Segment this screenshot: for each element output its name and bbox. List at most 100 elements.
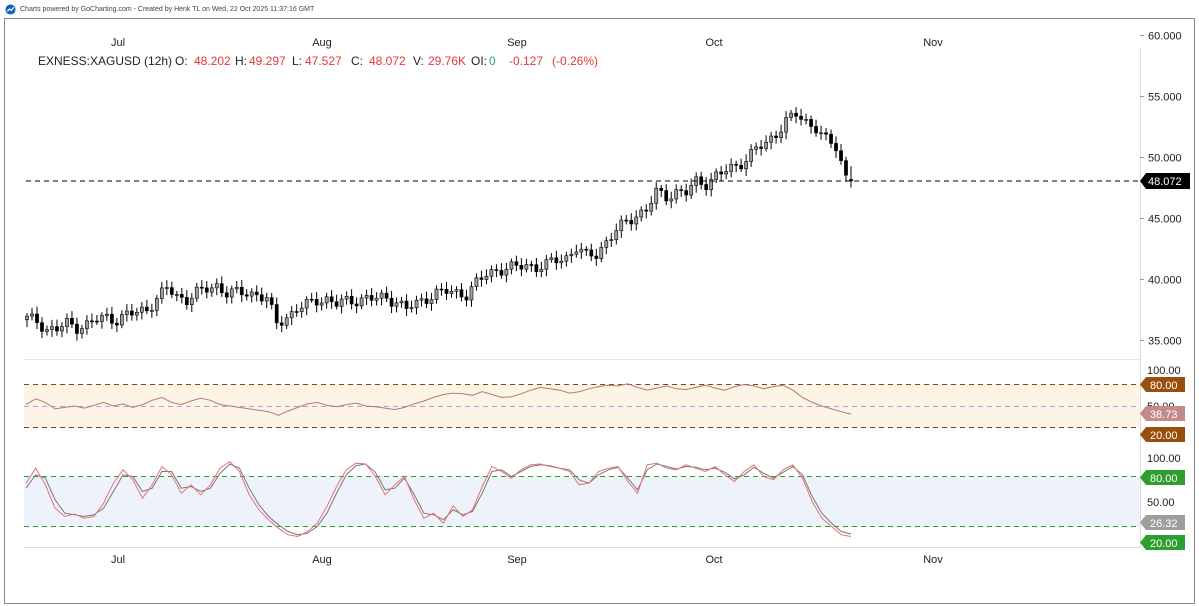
stoch-tag-current-label: 26.32 bbox=[1150, 518, 1178, 530]
candle bbox=[409, 300, 414, 313]
candle bbox=[249, 288, 254, 303]
candle bbox=[639, 206, 644, 222]
candle bbox=[154, 294, 159, 317]
price-panel[interactable]: Jul Aug Sep Oct Nov 60.00055.00050.00045.000… bbox=[24, 31, 1190, 549]
bottom-date-axis: Jul Aug Sep Oct Nov bbox=[111, 554, 943, 566]
candle bbox=[70, 311, 74, 328]
rsi-panel[interactable]: 100.00 50.00 80.00 38.73 20.00 bbox=[24, 365, 1185, 442]
candle bbox=[115, 317, 119, 333]
month-label: Oct bbox=[705, 554, 722, 566]
candle bbox=[30, 307, 34, 321]
candle bbox=[389, 290, 394, 314]
candle bbox=[554, 250, 559, 270]
stochastic-panel[interactable]: 100.00 50.00 80.00 26.32 20.00 bbox=[24, 453, 1185, 550]
candle bbox=[724, 164, 728, 180]
candle bbox=[529, 260, 534, 272]
candle bbox=[629, 213, 634, 231]
candle bbox=[544, 254, 549, 277]
candle bbox=[209, 283, 214, 297]
candle bbox=[794, 107, 798, 124]
low-label: L: bbox=[292, 54, 302, 68]
volume-label: V: bbox=[413, 54, 424, 68]
candle bbox=[394, 297, 399, 313]
candle bbox=[369, 288, 374, 307]
chart-border bbox=[4, 18, 1195, 604]
candle bbox=[814, 119, 818, 137]
month-label: Oct bbox=[705, 37, 722, 49]
candle bbox=[829, 129, 833, 149]
candle bbox=[464, 289, 469, 307]
oi-label: OI: bbox=[471, 54, 487, 68]
candle bbox=[759, 139, 763, 156]
candle bbox=[164, 280, 169, 296]
candle bbox=[244, 289, 249, 301]
change-percent: (-0.26%) bbox=[552, 54, 598, 68]
candle bbox=[419, 293, 424, 307]
candle bbox=[619, 215, 624, 238]
candle bbox=[75, 317, 79, 341]
candle bbox=[834, 136, 838, 159]
last-price-tag: 48.072 bbox=[1140, 173, 1190, 190]
candle bbox=[100, 312, 104, 329]
candle bbox=[60, 321, 64, 338]
candle bbox=[90, 313, 94, 329]
candle bbox=[229, 285, 234, 304]
stoch-tag-current: 26.32 bbox=[1140, 515, 1185, 530]
candle bbox=[399, 296, 404, 308]
month-label: Aug bbox=[312, 37, 332, 49]
month-label: Jul bbox=[111, 554, 125, 566]
stoch-tag-80: 80.00 bbox=[1140, 470, 1185, 485]
candle bbox=[764, 135, 768, 152]
candle bbox=[189, 293, 194, 312]
candle bbox=[684, 183, 689, 202]
candle bbox=[125, 304, 129, 322]
candle bbox=[259, 287, 264, 306]
stoch-tag-80-label: 80.00 bbox=[1150, 473, 1178, 485]
candle bbox=[40, 317, 44, 339]
rsi-tag-20-label: 20.00 bbox=[1150, 430, 1178, 442]
candle bbox=[474, 273, 479, 291]
candle bbox=[444, 281, 449, 301]
candle bbox=[839, 144, 843, 165]
volume-value: 29.76K bbox=[428, 54, 466, 68]
candle bbox=[374, 292, 379, 306]
candle bbox=[774, 130, 778, 144]
candle bbox=[824, 127, 828, 141]
open-value: 48.202 bbox=[194, 54, 231, 68]
month-label: Nov bbox=[923, 554, 943, 566]
candle bbox=[479, 270, 484, 287]
candle bbox=[849, 166, 853, 188]
candle bbox=[769, 131, 773, 150]
candle bbox=[519, 258, 524, 277]
candle bbox=[179, 287, 184, 304]
candle bbox=[459, 283, 464, 302]
stoch-d-line bbox=[25, 463, 852, 536]
candle bbox=[329, 289, 334, 309]
candle bbox=[654, 182, 659, 210]
close-value: 48.072 bbox=[369, 54, 406, 68]
candle bbox=[669, 191, 674, 209]
candle bbox=[319, 297, 324, 311]
candle bbox=[809, 115, 813, 134]
candle bbox=[364, 289, 369, 305]
candle bbox=[85, 315, 89, 335]
price-tick-label: 35.000 bbox=[1148, 336, 1182, 348]
candle bbox=[294, 304, 299, 317]
candle bbox=[514, 255, 519, 272]
candle bbox=[524, 258, 529, 273]
rsi-tick-100: 100.00 bbox=[1147, 365, 1181, 377]
candle bbox=[334, 294, 339, 310]
candle bbox=[234, 281, 239, 294]
candle bbox=[359, 294, 364, 310]
candle bbox=[110, 306, 114, 330]
candle bbox=[779, 124, 783, 143]
candle bbox=[289, 305, 294, 326]
stoch-band bbox=[24, 476, 1140, 527]
candle bbox=[299, 301, 304, 318]
candle bbox=[534, 257, 539, 278]
candle bbox=[674, 184, 679, 204]
candle bbox=[284, 313, 289, 330]
candle bbox=[50, 319, 54, 337]
